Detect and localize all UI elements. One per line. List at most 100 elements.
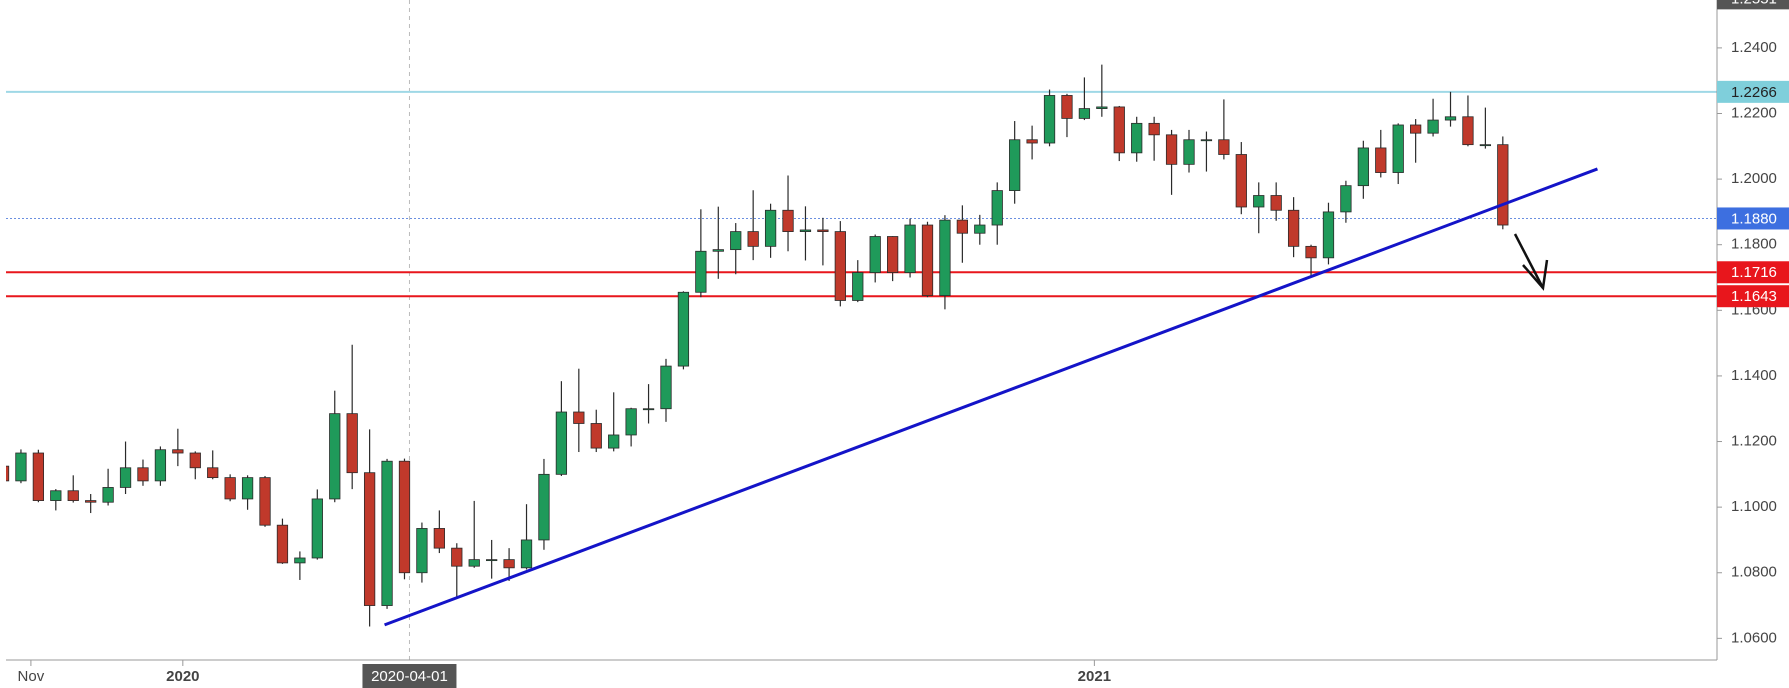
candle-body [1043, 95, 1056, 144]
candle-body [608, 434, 620, 449]
candle-body [904, 224, 916, 273]
candle-body [573, 411, 585, 424]
candle-body [1340, 185, 1352, 213]
candle-body [172, 449, 184, 454]
y-tick-label: 1.1000 [1731, 498, 1777, 515]
candle-body [276, 524, 289, 564]
candle-body [1026, 139, 1038, 144]
candle-body [1183, 139, 1195, 165]
candle-body [6, 465, 10, 482]
price-label: 1.1880 [1731, 210, 1777, 227]
candle-body [1096, 106, 1108, 109]
arrow-head [1522, 259, 1549, 291]
candle-body [817, 229, 829, 232]
candle-body [834, 231, 846, 301]
candle-body [1357, 147, 1369, 187]
plot-area [6, 0, 1717, 660]
candle-body [1009, 139, 1021, 191]
candle-body [1235, 154, 1247, 208]
candle-body [1410, 124, 1422, 134]
candle-body [32, 452, 45, 501]
candle-body [782, 209, 794, 232]
arrow-shaft [1513, 233, 1545, 289]
candle-body [1462, 116, 1474, 146]
candle-body [15, 452, 27, 482]
y-tick-label: 1.0800 [1731, 564, 1777, 581]
candle-body [852, 272, 864, 301]
candle-body [1479, 144, 1492, 147]
candle-body [1392, 124, 1404, 173]
candle-body [764, 209, 777, 247]
candle-body [1200, 139, 1213, 142]
candle-body [137, 467, 149, 482]
candle-body [712, 249, 724, 252]
candle-body [1061, 95, 1073, 119]
price-label-box [1717, 207, 1789, 230]
candle-body [85, 500, 97, 503]
candle-body [416, 528, 428, 574]
price-label: 1.2551 [1731, 0, 1777, 7]
candle-body [1497, 144, 1509, 226]
candle-body [207, 467, 219, 479]
candle-body [869, 236, 881, 273]
candle-body [1078, 108, 1091, 119]
x-tick-label: 2020 [166, 668, 199, 685]
candle-body [259, 477, 271, 526]
candle-body [956, 219, 968, 234]
trendline [384, 167, 1598, 627]
candle-body [224, 477, 236, 500]
candle-body [67, 490, 79, 501]
candle-body [730, 231, 742, 251]
candle-body [1165, 134, 1178, 165]
candle-body [451, 547, 463, 567]
candle-body [642, 408, 655, 411]
candle-body [1287, 209, 1300, 247]
candle-body [294, 557, 306, 564]
candle-body [520, 539, 533, 569]
axes: 1.06001.08001.10001.12001.14001.16001.18… [18, 0, 1789, 688]
candle-body [1444, 116, 1457, 121]
candle-body [590, 423, 602, 449]
candle-body [241, 477, 254, 500]
candle-body [555, 411, 568, 475]
price-label-box [1717, 80, 1789, 103]
crosshair-time-box [362, 664, 457, 688]
candle-body [991, 190, 1003, 226]
candle-body [346, 413, 358, 474]
y-tick-label: 1.2400 [1731, 39, 1777, 56]
price-label: 1.1643 [1731, 288, 1777, 305]
candle-body [50, 490, 62, 501]
candle-body [799, 229, 812, 232]
candle-body [1113, 106, 1125, 154]
y-tick-label: 1.1200 [1731, 432, 1777, 449]
candle-body [1218, 139, 1230, 155]
candle-body [887, 236, 899, 273]
candle-body [921, 224, 934, 296]
candle-body [189, 452, 201, 469]
y-tick-label: 1.2000 [1731, 170, 1777, 187]
price-label: 1.2266 [1731, 84, 1777, 101]
candle-body [1322, 211, 1335, 259]
candle-body [119, 467, 132, 488]
candle-body [1375, 147, 1387, 173]
x-tick-label: Nov [18, 668, 45, 685]
candle-body [677, 291, 690, 367]
candle-body [939, 219, 951, 296]
candle-body [1253, 195, 1265, 208]
candle-body [433, 528, 445, 549]
candle-body [486, 559, 498, 562]
price-label-box [1717, 0, 1789, 10]
candle-body [1305, 245, 1317, 259]
price-label: 1.1716 [1731, 264, 1777, 281]
candle-body [1148, 122, 1160, 136]
price-label-box [1717, 261, 1789, 284]
candle-body [381, 460, 393, 606]
y-tick-label: 1.1400 [1731, 367, 1777, 384]
x-tick-label: 2021 [1078, 668, 1111, 685]
candle-body [660, 365, 672, 410]
candle-body [695, 250, 707, 293]
candle-body [363, 472, 376, 606]
candle-body [102, 487, 114, 503]
candle-body [1131, 122, 1143, 154]
